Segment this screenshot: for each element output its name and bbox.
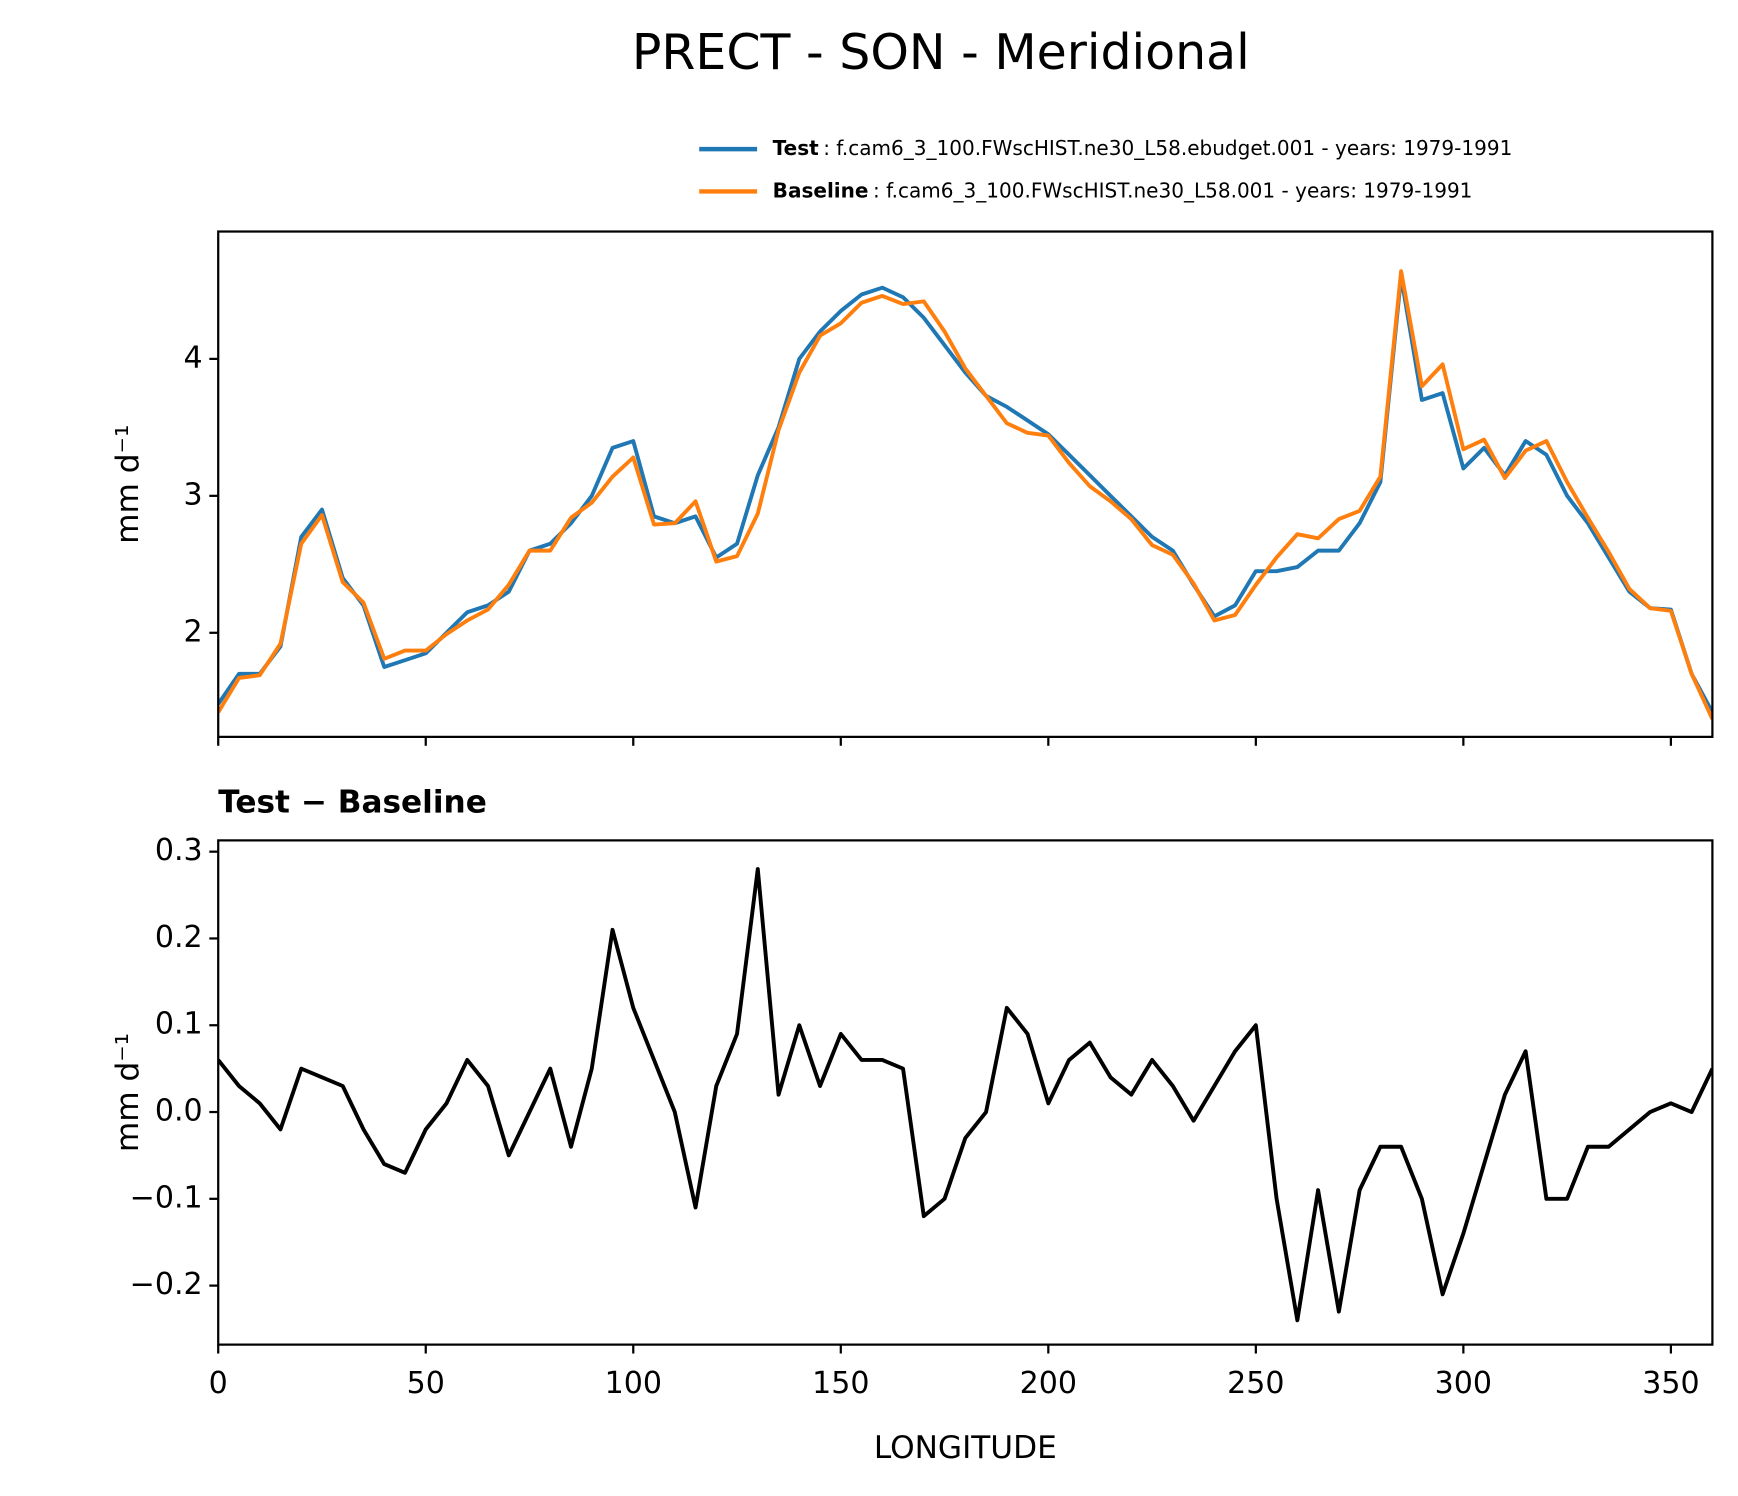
x-tick-label: 350 bbox=[1642, 1366, 1699, 1401]
x-axis-label: LONGITUDE bbox=[874, 1430, 1057, 1466]
data-line bbox=[218, 274, 1713, 714]
data-line bbox=[218, 269, 1713, 720]
y-tick-label: 0.2 bbox=[155, 920, 203, 955]
figure-title: PRECT - SON - Meridional bbox=[632, 24, 1250, 81]
panel-title: Test − Baseline bbox=[218, 785, 487, 821]
y-axis-label: mm d⁻¹ bbox=[110, 425, 146, 544]
x-tick-label: 0 bbox=[209, 1366, 228, 1401]
y-tick-label: 0.3 bbox=[155, 833, 203, 868]
legend-description: : f.cam6_3_100.FWscHIST.ne30_L58.001 - y… bbox=[873, 178, 1472, 202]
x-tick-label: 150 bbox=[812, 1366, 869, 1401]
y-tick-label: 3 bbox=[184, 477, 203, 512]
legend-name: Test bbox=[773, 136, 819, 160]
legend-label: Baseline: f.cam6_3_100.FWscHIST.ne30_L58… bbox=[773, 178, 1473, 202]
legend-description: : f.cam6_3_100.FWscHIST.ne30_L58.ebudget… bbox=[823, 136, 1512, 160]
legend-label: Test: f.cam6_3_100.FWscHIST.ne30_L58.ebu… bbox=[773, 136, 1513, 160]
y-tick-label: 0.1 bbox=[155, 1007, 203, 1042]
x-tick-label: 300 bbox=[1435, 1366, 1492, 1401]
y-tick-label: −0.2 bbox=[130, 1267, 203, 1302]
x-tick-label: 50 bbox=[407, 1366, 445, 1401]
y-tick-label: 4 bbox=[184, 340, 203, 375]
y-tick-label: 0.0 bbox=[155, 1094, 203, 1129]
x-tick-label: 100 bbox=[605, 1366, 662, 1401]
axes-frame bbox=[217, 230, 1714, 738]
axes-frame bbox=[217, 839, 1714, 1346]
x-tick-label: 250 bbox=[1227, 1366, 1284, 1401]
y-tick-label: 2 bbox=[184, 614, 203, 649]
legend-name: Baseline bbox=[773, 178, 869, 202]
x-tick-label: 200 bbox=[1020, 1366, 1077, 1401]
y-tick-label: −0.1 bbox=[130, 1180, 203, 1215]
data-line bbox=[218, 867, 1713, 1323]
y-axis-label: mm d⁻¹ bbox=[110, 1033, 146, 1152]
